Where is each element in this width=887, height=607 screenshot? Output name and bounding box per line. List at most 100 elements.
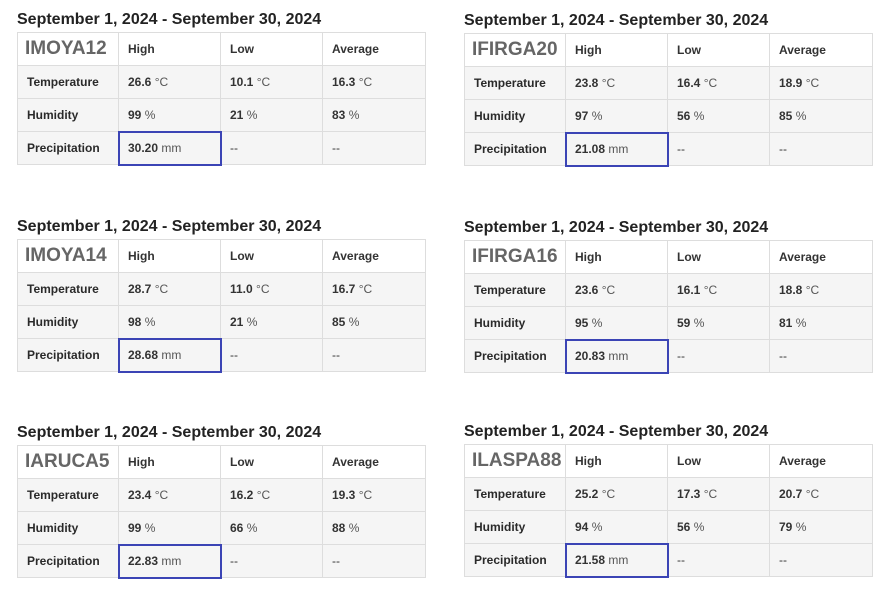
temperature-low-unit: °C [256,488,271,502]
humidity-low-unit: % [246,108,258,122]
humidity-low: 56 % [667,99,770,133]
row-label-temperature: Temperature [17,65,119,99]
humidity-high-unit: % [591,316,603,330]
temperature-high: 23.8 °C [565,66,668,100]
temperature-average: 18.9 °C [769,66,873,100]
humidity-low-value: 56 [677,109,691,123]
humidity-low-unit: % [693,520,705,534]
table-row-precipitation: Precipitation 28.68 mm -- -- [17,337,426,373]
humidity-average-value: 81 [779,316,793,330]
precipitation-low: -- [667,339,770,373]
date-range-title: September 1, 2024 - September 30, 2024 [17,424,322,441]
humidity-average-unit: % [795,316,807,330]
row-label-temperature: Temperature [464,66,566,100]
header-low: Low [220,32,323,66]
station-id: IMOYA14 [17,239,119,273]
temperature-low: 16.4 °C [667,66,770,100]
row-label-humidity: Humidity [17,98,119,132]
humidity-average-unit: % [795,109,807,123]
temperature-low-value: 10.1 [230,75,254,89]
humidity-high: 97 % [565,99,668,133]
header-average: Average [322,239,426,273]
table-row-humidity: Humidity 95 % 59 % 81 % [464,306,873,340]
table-row-humidity: Humidity 94 % 56 % 79 % [464,510,873,544]
summary-table: IMOYA12 High Low Average Temperature 26.6 °C 1… [17,32,426,166]
temperature-average-unit: °C [358,75,373,89]
precipitation-high-highlighted-unit: mm [161,348,182,362]
header-low: Low [667,33,770,67]
row-label-precipitation: Precipitation [464,543,566,577]
header-average: Average [322,32,426,66]
date-range-title: September 1, 2024 - September 30, 2024 [464,219,769,236]
precipitation-high-highlighted: 28.68 mm [117,337,222,373]
humidity-average-value: 79 [779,520,793,534]
table-row-precipitation: Precipitation 20.83 mm -- -- [464,338,873,374]
temperature-average: 20.7 °C [769,477,873,511]
temperature-low-value: 16.4 [677,76,701,90]
humidity-average: 83 % [322,98,426,132]
row-label-humidity: Humidity [17,305,119,339]
header-high: High [565,240,668,274]
table-header-row: IARUCA5 High Low Average [17,445,426,479]
temperature-high: 23.4 °C [118,478,221,512]
precipitation-low: -- [667,132,770,166]
humidity-average-value: 85 [779,109,793,123]
row-label-precipitation: Precipitation [17,131,119,165]
temperature-high: 25.2 °C [565,477,668,511]
date-range-title: September 1, 2024 - September 30, 2024 [464,423,769,440]
date-range-title: September 1, 2024 - September 30, 2024 [17,218,322,235]
precipitation-low: -- [220,544,323,578]
summary-table: IFIRGA20 High Low Average Temperature 23.8 °C… [464,33,873,167]
humidity-high-value: 94 [575,520,589,534]
temperature-high-unit: °C [601,283,616,297]
humidity-high: 99 % [118,511,221,545]
table-row-temperature: Temperature 25.2 °C 17.3 °C 20.7 °C [464,477,873,511]
row-label-precipitation: Precipitation [464,339,566,373]
row-label-precipitation: Precipitation [464,132,566,166]
table-row-precipitation: Precipitation 22.83 mm -- -- [17,543,426,579]
precipitation-average: -- [322,131,426,165]
table-header-row: IMOYA14 High Low Average [17,239,426,273]
humidity-average: 81 % [769,306,873,340]
humidity-low-value: 59 [677,316,691,330]
table-header-row: ILASPA88 High Low Average [464,444,873,478]
temperature-average-value: 18.8 [779,283,803,297]
table-row-humidity: Humidity 99 % 21 % 83 % [17,98,426,132]
temperature-average-value: 16.3 [332,75,356,89]
header-high: High [565,444,668,478]
humidity-high-unit: % [144,315,156,329]
row-label-precipitation: Precipitation [17,544,119,578]
temperature-high-value: 25.2 [575,487,599,501]
temperature-low-unit: °C [703,283,718,297]
header-average: Average [769,240,873,274]
precipitation-high-highlighted-value: 28.68 [128,348,159,362]
header-average: Average [769,444,873,478]
humidity-low-value: 66 [230,521,244,535]
humidity-high-unit: % [591,520,603,534]
header-high: High [565,33,668,67]
table-header-row: IFIRGA20 High Low Average [464,33,873,67]
header-high: High [118,239,221,273]
humidity-high-value: 97 [575,109,589,123]
header-average: Average [322,445,426,479]
precipitation-high-highlighted: 21.58 mm [564,542,669,578]
humidity-average: 88 % [322,511,426,545]
temperature-average: 16.3 °C [322,65,426,99]
precipitation-high-highlighted-value: 20.83 [575,349,606,363]
precipitation-low: -- [667,543,770,577]
summary-table: IARUCA5 High Low Average Temperature 23.4 °C 1… [17,445,426,579]
temperature-high-unit: °C [154,75,169,89]
temperature-high: 26.6 °C [118,65,221,99]
header-low: Low [667,444,770,478]
temperature-high-unit: °C [154,488,169,502]
temperature-average-unit: °C [805,487,820,501]
humidity-high-unit: % [591,109,603,123]
temperature-low-unit: °C [703,487,718,501]
temperature-average-value: 19.3 [332,488,356,502]
temperature-low-value: 11.0 [230,282,253,296]
row-label-humidity: Humidity [464,306,566,340]
temperature-average-value: 18.9 [779,76,803,90]
precipitation-high-highlighted-unit: mm [161,554,182,568]
precipitation-high-highlighted: 22.83 mm [117,543,222,579]
temperature-low-value: 16.2 [230,488,254,502]
